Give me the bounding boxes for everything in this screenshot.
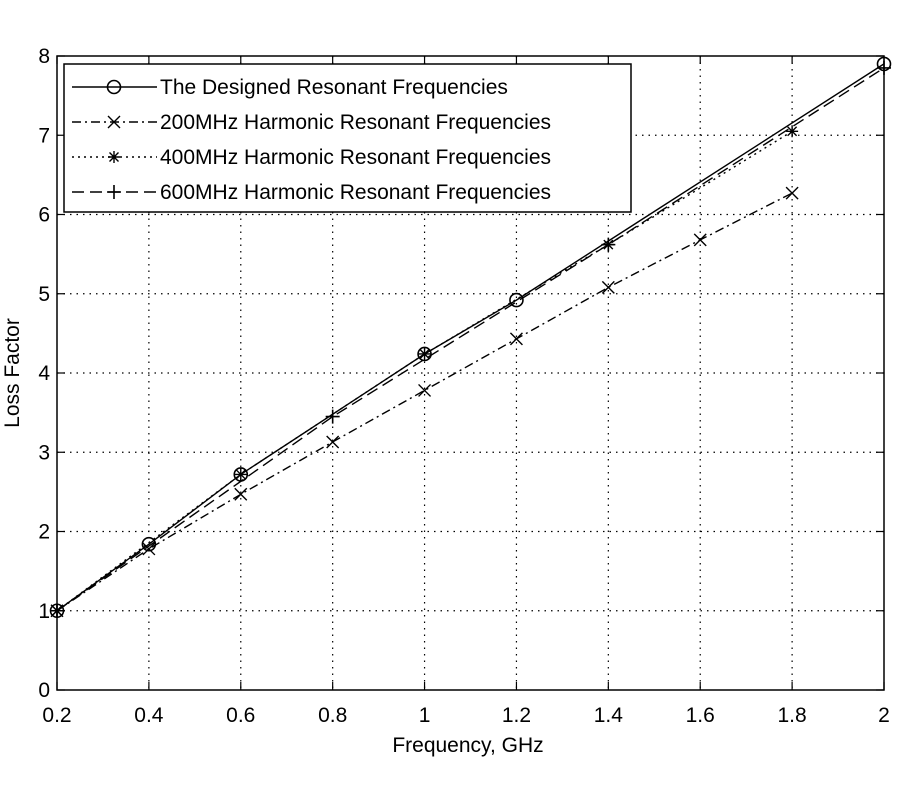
legend-marker [107, 115, 121, 129]
data-point [601, 237, 616, 252]
legend-item: The Designed Resonant Frequencies [72, 76, 508, 99]
series-line [56, 192, 793, 612]
data-point [325, 409, 340, 424]
legend-marker [108, 151, 120, 163]
data-point [418, 383, 432, 397]
ticks: 0.2 0.4 0.6 0.8 1 1.2 1.4 1.6 1.8 2 0 1 2 3 4 5 6 7 8 [38, 45, 890, 727]
legend-item: 400MHz Harmonic Resonant Frequencies [72, 146, 551, 169]
y-tick-label: 2 [38, 521, 50, 544]
data-point [234, 487, 248, 501]
data-point [418, 347, 431, 360]
legend-item: 200MHz Harmonic Resonant Frequencies [72, 111, 551, 134]
x-tick-label: 0.8 [318, 704, 347, 727]
y-tick-label: 4 [38, 362, 50, 385]
data-point [786, 125, 799, 138]
series-line [56, 67, 885, 612]
data-point [509, 332, 523, 346]
data-point [693, 233, 707, 247]
legend-label: The Designed Resonant Frequencies [160, 76, 508, 99]
legend: The Designed Resonant Frequencies 200MHz … [63, 63, 632, 213]
series-layer [49, 56, 892, 619]
grid [57, 56, 884, 690]
y-tick-label: 8 [38, 45, 50, 68]
y-tick-label: 7 [38, 124, 50, 147]
data-point [141, 536, 157, 552]
data-point [326, 435, 340, 449]
legend-label: 400MHz Harmonic Resonant Frequencies [160, 146, 551, 169]
y-tick-label: 5 [38, 283, 50, 306]
legend-marker [107, 185, 121, 199]
x-tick-label: 2 [878, 704, 890, 727]
legend-box [63, 63, 632, 213]
legend-label: 600MHz Harmonic Resonant Frequencies [160, 181, 551, 204]
data-point [785, 186, 799, 200]
y-tick-label: 0 [38, 679, 50, 702]
x-tick-label: 1.2 [502, 704, 531, 727]
data-point [601, 280, 615, 294]
y-tick-label: 6 [38, 204, 50, 227]
data-point [234, 468, 247, 481]
legend-marker [106, 79, 122, 95]
x-tick-label: 0.4 [134, 704, 164, 727]
legend-label: 200MHz Harmonic Resonant Frequencies [160, 111, 551, 134]
x-tick-label: 1.8 [778, 704, 807, 727]
y-tick-label: 3 [38, 441, 50, 464]
data-point [417, 346, 432, 362]
x-tick-label: 1.4 [594, 704, 624, 727]
x-tick-label: 1.6 [686, 704, 715, 727]
legend-item: 600MHz Harmonic Resonant Frequencies [72, 181, 551, 204]
x-tick-label: 1 [419, 704, 431, 727]
data-point [509, 292, 524, 308]
x-tick-label: 0.6 [226, 704, 255, 727]
x-axis-label: Frequency, GHz [392, 734, 543, 757]
y-tick-label: 1 [38, 600, 50, 623]
x-tick-label: 0.2 [42, 704, 71, 727]
y-axis-label: Loss Factor [1, 318, 24, 428]
